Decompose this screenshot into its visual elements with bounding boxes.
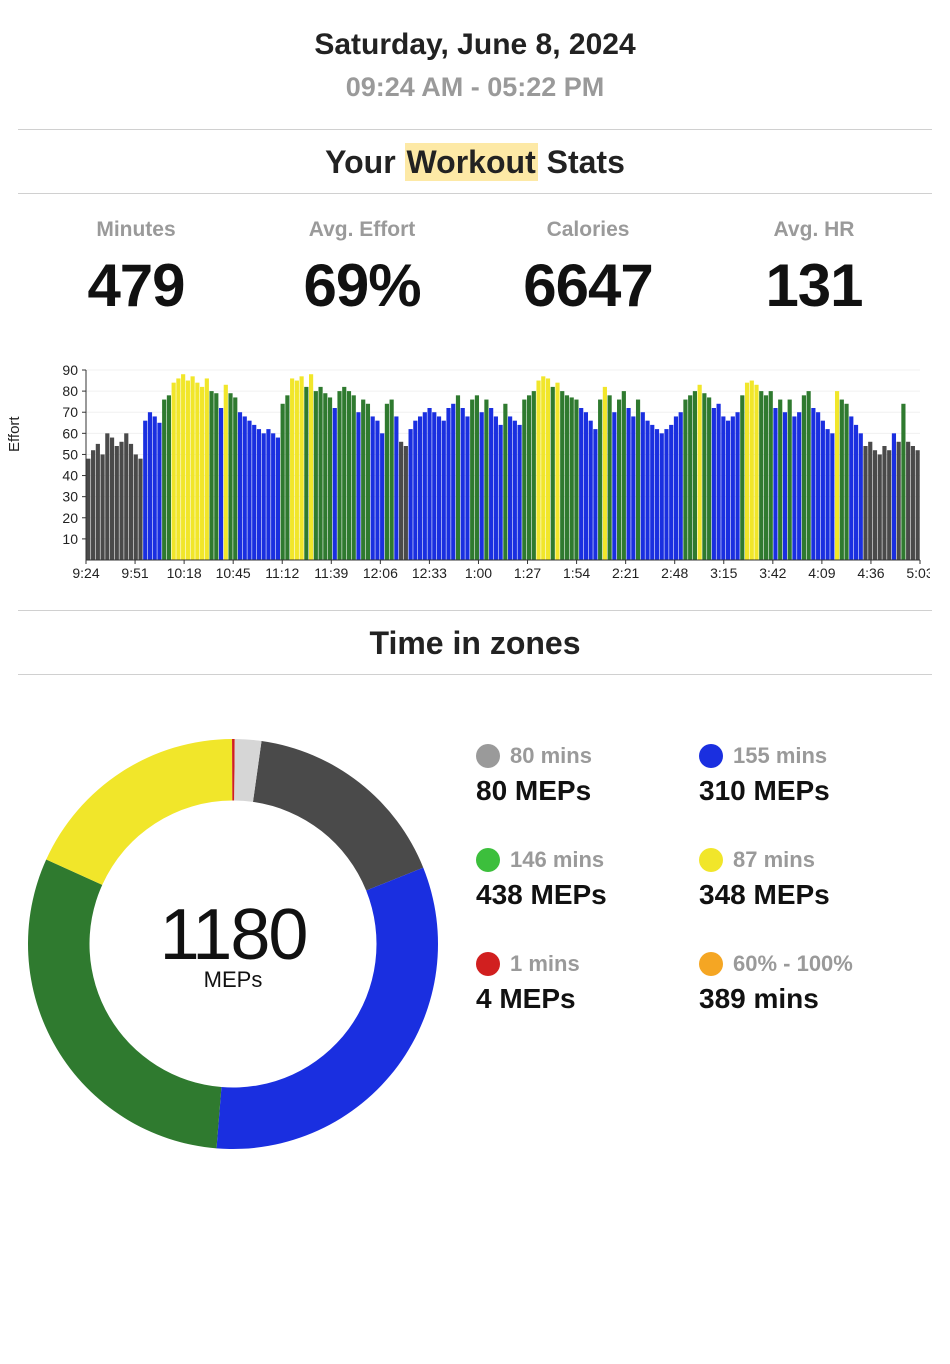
stat-value: 69% (254, 256, 470, 316)
svg-text:20: 20 (62, 510, 78, 526)
zone-dot-icon (699, 952, 723, 976)
svg-text:11:39: 11:39 (314, 565, 348, 581)
svg-text:60: 60 (62, 425, 78, 441)
svg-text:12:33: 12:33 (412, 565, 447, 581)
svg-text:30: 30 (62, 489, 78, 505)
zone-dot-icon (476, 848, 500, 872)
svg-text:11:12: 11:12 (265, 565, 299, 581)
svg-text:2:21: 2:21 (612, 565, 639, 581)
stat-avg-effort: Avg. Effort 69% (254, 218, 470, 316)
zone-dot-icon (476, 744, 500, 768)
stat-value: 6647 (480, 256, 696, 316)
zone-item-bottom-text: 80 MEPs (476, 775, 691, 807)
stat-value: 479 (28, 256, 244, 316)
stat-label: Avg. HR (706, 218, 922, 242)
zone-item-top: 87 mins (699, 847, 914, 873)
effort-chart-y-title: Effort (6, 416, 23, 452)
zone-dot-icon (476, 952, 500, 976)
svg-text:1:00: 1:00 (465, 565, 492, 581)
stats-title-pre: Your (325, 144, 404, 180)
stat-label: Avg. Effort (254, 218, 470, 242)
svg-text:1:27: 1:27 (514, 565, 541, 581)
divider (18, 610, 932, 611)
stat-avg-hr: Avg. HR 131 (706, 218, 922, 316)
svg-text:4:09: 4:09 (808, 565, 835, 581)
donut-center: 1180 MEPs (18, 899, 448, 993)
zone-item-bottom-text: 389 mins (699, 983, 914, 1015)
svg-text:4:36: 4:36 (857, 565, 884, 581)
divider (18, 129, 932, 130)
header-date: Saturday, June 8, 2024 (18, 28, 932, 62)
stats-title-highlight: Workout (405, 143, 538, 181)
donut-center-unit: MEPs (18, 967, 448, 993)
stats-section-title: Your Workout Stats (18, 144, 932, 193)
zone-item-bottom-text: 4 MEPs (476, 983, 691, 1015)
zone-item-top-text: 80 mins (510, 743, 592, 769)
zone-item-top: 146 mins (476, 847, 691, 873)
zone-item-top: 80 mins (476, 743, 691, 769)
svg-text:2:48: 2:48 (661, 565, 688, 581)
stat-label: Minutes (28, 218, 244, 242)
zone-item-bottom-text: 348 MEPs (699, 879, 914, 911)
zone-item-top: 155 mins (699, 743, 914, 769)
zone-item: 87 mins 348 MEPs (699, 847, 914, 911)
zone-item-top-text: 155 mins (733, 743, 827, 769)
stat-minutes: Minutes 479 (28, 218, 244, 316)
zone-item-top-text: 87 mins (733, 847, 815, 873)
zones-section-title: Time in zones (18, 625, 932, 674)
stat-calories: Calories 6647 (480, 218, 696, 316)
stats-title-post: Stats (538, 144, 625, 180)
svg-text:10: 10 (62, 531, 78, 547)
zone-item-top-text: 60% - 100% (733, 951, 853, 977)
zone-item-bottom-text: 438 MEPs (476, 879, 691, 911)
stat-value: 131 (706, 256, 922, 316)
svg-text:3:15: 3:15 (710, 565, 737, 581)
svg-text:5:03: 5:03 (906, 565, 930, 581)
zone-item: 1 mins 4 MEPs (476, 951, 691, 1015)
zone-item-bottom-text: 310 MEPs (699, 775, 914, 807)
zone-legend-grid: 80 mins 80 MEPs 155 mins 310 MEPs 146 mins 43… (476, 729, 914, 1015)
stats-row: Minutes 479 Avg. Effort 69% Calories 664… (18, 218, 932, 316)
zone-dot-icon (699, 848, 723, 872)
svg-text:50: 50 (62, 446, 78, 462)
svg-text:40: 40 (62, 468, 78, 484)
zone-item: 60% - 100% 389 mins (699, 951, 914, 1015)
effort-chart: Effort 1020304050607080909:249:5110:1810… (18, 364, 932, 584)
donut-center-value: 1180 (18, 899, 448, 971)
zone-item: 146 mins 438 MEPs (476, 847, 691, 911)
svg-text:12:06: 12:06 (363, 565, 398, 581)
divider (18, 193, 932, 194)
zone-item: 80 mins 80 MEPs (476, 743, 691, 807)
page: Saturday, June 8, 2024 09:24 AM - 05:22 … (0, 0, 950, 1199)
zone-item-top: 60% - 100% (699, 951, 914, 977)
zone-item-top-text: 1 mins (510, 951, 580, 977)
donut-chart: 1180 MEPs (18, 729, 448, 1159)
svg-text:9:24: 9:24 (72, 565, 99, 581)
zone-item-top: 1 mins (476, 951, 691, 977)
svg-text:70: 70 (62, 404, 78, 420)
svg-text:10:18: 10:18 (167, 565, 202, 581)
svg-text:10:45: 10:45 (216, 565, 251, 581)
svg-text:80: 80 (62, 383, 78, 399)
effort-chart-svg: 10 20 30 40 50 60 70 80 90 9:24 9:51 10:18 10:45 11:1… (20, 364, 930, 584)
divider (18, 674, 932, 675)
svg-text:3:42: 3:42 (759, 565, 786, 581)
zone-item: 155 mins 310 MEPs (699, 743, 914, 807)
zones-body: 1180 MEPs 80 mins 80 MEPs 155 mins 310 MEPs… (18, 699, 932, 1159)
svg-text:1:54: 1:54 (563, 565, 590, 581)
header-time-range: 09:24 AM - 05:22 PM (18, 72, 932, 103)
stat-label: Calories (480, 218, 696, 242)
zone-item-top-text: 146 mins (510, 847, 604, 873)
zone-dot-icon (699, 744, 723, 768)
svg-text:9:51: 9:51 (121, 565, 148, 581)
svg-text:90: 90 (62, 364, 78, 378)
